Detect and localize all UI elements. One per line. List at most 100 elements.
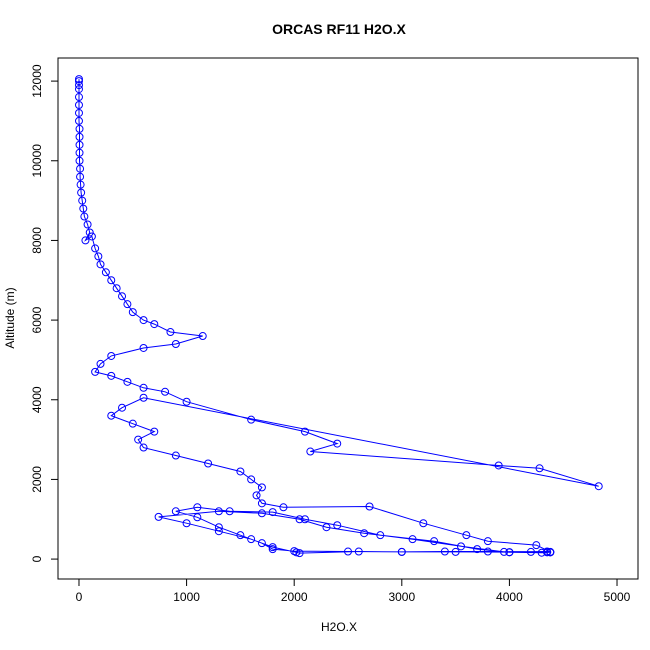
data-point: [360, 529, 369, 538]
data-point: [290, 547, 299, 556]
data-point: [74, 108, 83, 117]
data-point: [123, 377, 132, 386]
data-point: [96, 359, 105, 368]
data-point: [440, 547, 449, 556]
data-point: [295, 549, 304, 558]
data-point: [268, 508, 277, 517]
data-point: [134, 435, 143, 444]
data-point: [300, 427, 309, 436]
data-point: [112, 284, 121, 293]
data-point: [75, 124, 84, 133]
data-point: [214, 523, 223, 532]
data-point: [128, 419, 137, 428]
x-axis-label: H2O.X: [321, 620, 357, 634]
data-point: [473, 545, 482, 554]
data-point: [83, 220, 92, 229]
plot-frame: [57, 57, 639, 580]
data-point: [537, 548, 546, 557]
data-point: [322, 523, 331, 532]
x-tick-label: 1000: [173, 590, 200, 604]
data-point: [462, 531, 471, 540]
data-point: [354, 547, 363, 556]
data-point: [268, 545, 277, 554]
data-point: [198, 332, 207, 341]
data-point: [154, 512, 163, 521]
data-point: [161, 387, 170, 396]
data-point: [535, 464, 544, 473]
data-point: [483, 547, 492, 556]
data-point: [236, 467, 245, 476]
data-point: [214, 527, 223, 536]
data-point: [76, 180, 85, 189]
data-point: [171, 339, 180, 348]
data-point: [101, 268, 110, 277]
data-point: [91, 244, 100, 253]
data-point: [74, 85, 83, 94]
x-tick-label: 2000: [281, 590, 308, 604]
data-point: [419, 519, 428, 528]
data-point: [546, 548, 555, 557]
data-point: [408, 535, 417, 544]
data-point: [118, 403, 127, 412]
data-point: [91, 367, 100, 376]
data-point: [247, 535, 256, 544]
data-point: [543, 547, 552, 556]
data-point: [74, 116, 83, 125]
data-point: [257, 509, 266, 518]
data-point: [128, 308, 137, 317]
data-point: [182, 519, 191, 528]
data-point: [397, 547, 406, 556]
data-point: [74, 93, 83, 102]
y-tick-label: 10000: [30, 144, 44, 178]
data-point: [78, 196, 87, 205]
y-tick-label: 8000: [30, 227, 44, 254]
data-point: [236, 531, 245, 540]
data-point: [74, 101, 83, 110]
data-point: [74, 75, 83, 84]
data-point: [87, 232, 96, 241]
data-point: [300, 515, 309, 524]
y-tick-label: 4000: [30, 386, 44, 413]
data-point: [75, 156, 84, 165]
data-point: [75, 132, 84, 141]
data-point: [96, 260, 105, 269]
y-tick-label: 0: [30, 555, 44, 562]
data-point: [214, 507, 223, 516]
data-point: [80, 212, 89, 221]
data-point: [81, 236, 90, 245]
data-point: [107, 411, 116, 420]
data-point: [594, 482, 603, 491]
data-point: [451, 547, 460, 556]
data-point: [94, 252, 103, 261]
data-point: [107, 351, 116, 360]
data-point: [526, 547, 535, 556]
data-point: [166, 328, 175, 337]
data-line: [78, 79, 599, 554]
y-tick-label: 6000: [30, 306, 44, 333]
x-tick-label: 3000: [388, 590, 415, 604]
data-point: [225, 507, 234, 516]
data-point: [500, 547, 509, 556]
data-point: [247, 475, 256, 484]
data-point: [292, 548, 301, 557]
data-point: [139, 443, 148, 452]
data-point: [306, 447, 315, 456]
data-point: [505, 548, 514, 557]
x-tick-label: 5000: [604, 590, 631, 604]
data-point: [268, 543, 277, 552]
data-point: [76, 172, 85, 181]
data-point: [532, 541, 541, 550]
data-point: [333, 521, 342, 530]
data-point: [118, 292, 127, 301]
data-point: [74, 81, 83, 90]
data-point: [123, 300, 132, 309]
data-point: [333, 439, 342, 448]
data-point: [107, 276, 116, 285]
data-point: [171, 451, 180, 460]
data-point: [139, 383, 148, 392]
data-point: [193, 503, 202, 512]
data-point: [247, 415, 256, 424]
data-point: [257, 539, 266, 548]
data-point: [344, 547, 352, 556]
